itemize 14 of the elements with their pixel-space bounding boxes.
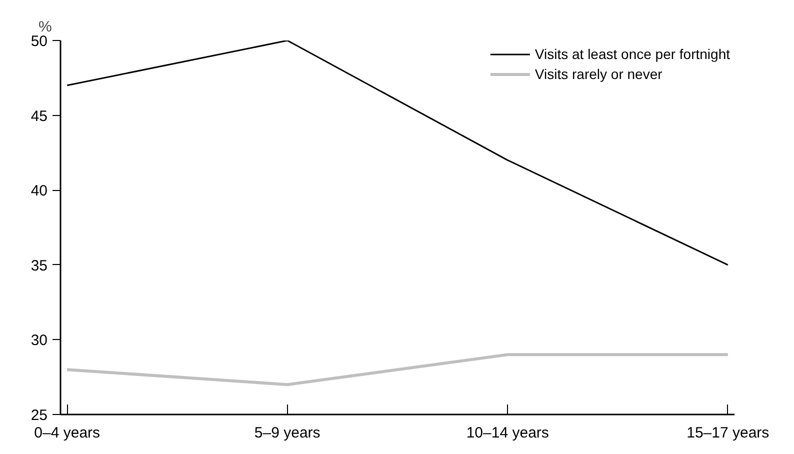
y-tick-label: 50	[30, 33, 48, 50]
x-tick-label: 15–17 years	[686, 424, 770, 442]
x-tick-label: 10–14 years	[466, 424, 549, 442]
x-tick-label: 0–4 years	[34, 424, 100, 442]
line-series	[66, 40, 729, 266]
y-tick-label: 45	[30, 108, 48, 125]
y-axis-title: %	[38, 18, 52, 36]
y-tick-label: 30	[30, 332, 48, 350]
y-tick-label: 40	[30, 182, 48, 200]
y-tick-label: 35	[30, 257, 48, 274]
legend-label: Visits at least once per fortnight	[534, 46, 730, 62]
legend-label: Visits rarely or never	[534, 66, 662, 82]
y-tick-label: 25	[30, 407, 48, 424]
x-tick-label: 5–9 years	[254, 424, 320, 442]
